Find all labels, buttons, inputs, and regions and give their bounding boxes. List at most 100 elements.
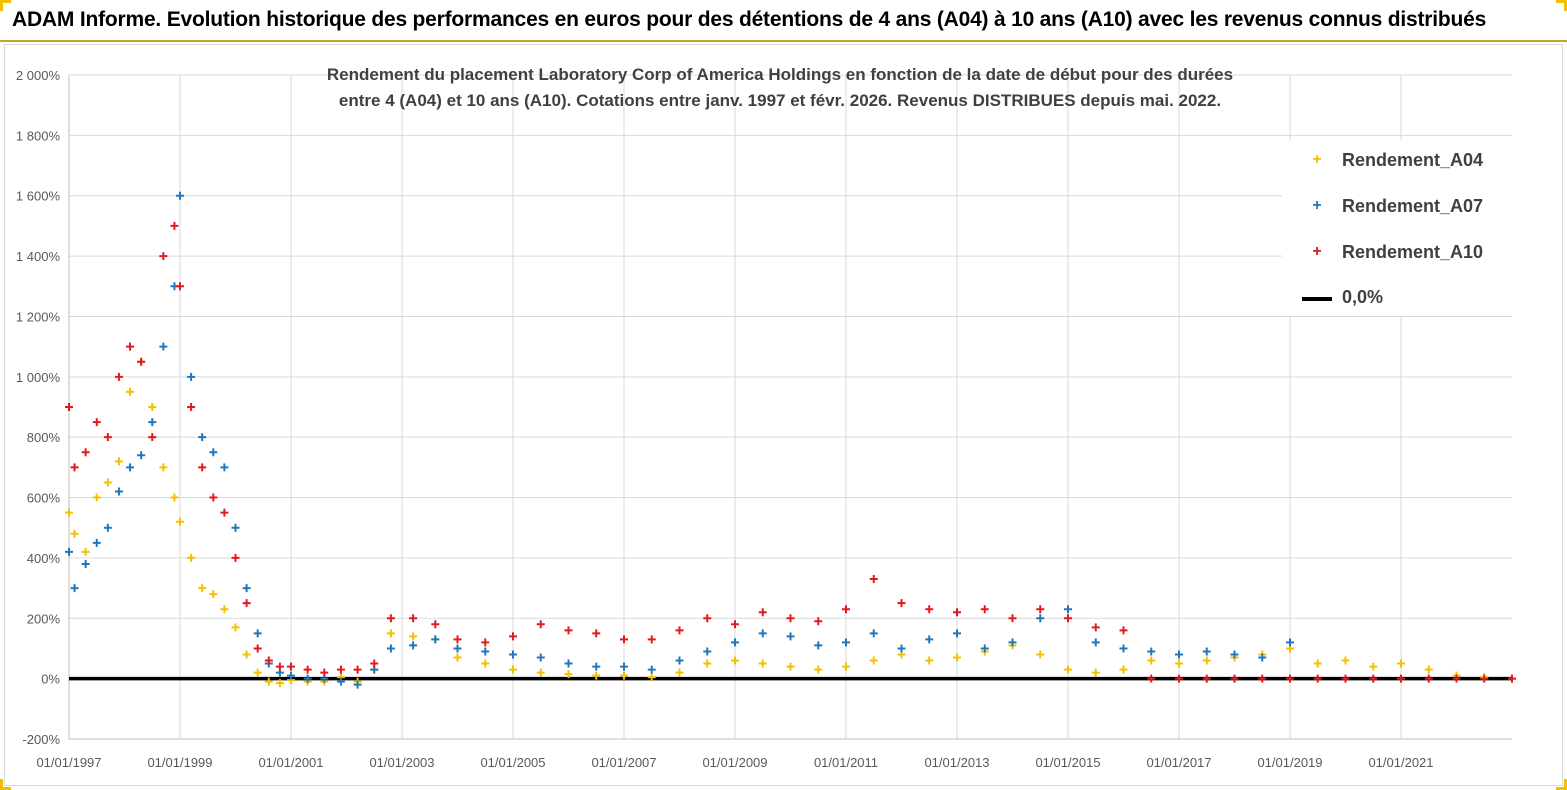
- data-point-rendement-a07: [386, 644, 395, 653]
- legend-item-a04: + Rendement_A04: [1302, 148, 1483, 172]
- data-point-rendement-a10: [675, 626, 684, 635]
- y-tick-label: 400%: [27, 551, 61, 566]
- data-point-rendement-a04: [1119, 665, 1128, 674]
- chart-title-line2: entre 4 (A04) et 10 ans (A10). Cotations…: [338, 91, 1222, 110]
- data-point-rendement-a10: [287, 662, 295, 671]
- data-point-rendement-a04: [731, 656, 739, 665]
- data-point-rendement-a10: [1202, 674, 1211, 683]
- legend: + Rendement_A04 + Rendement_A07 + Rendem…: [1282, 140, 1518, 316]
- data-point-rendement-a04: [103, 478, 112, 487]
- data-point-rendement-a10: [231, 553, 240, 562]
- data-point-rendement-a10: [126, 342, 135, 351]
- data-point-rendement-a04: [81, 547, 90, 556]
- data-point-rendement-a10: [1313, 674, 1322, 683]
- data-point-rendement-a04: [1341, 656, 1350, 665]
- legend-item-a10: + Rendement_A10: [1302, 240, 1483, 264]
- data-point-rendement-a04: [65, 508, 73, 517]
- data-point-rendement-a10: [70, 463, 79, 472]
- data-point-rendement-a04: [126, 387, 135, 396]
- data-point-rendement-a07: [65, 547, 73, 556]
- data-point-rendement-a04: [925, 656, 934, 665]
- data-point-rendement-a10: [409, 614, 418, 623]
- data-point-rendement-a10: [92, 418, 101, 427]
- data-point-rendement-a10: [198, 463, 207, 472]
- data-point-rendement-a04: [647, 673, 656, 682]
- data-point-rendement-a07: [336, 677, 345, 686]
- data-point-rendement-a07: [1091, 638, 1100, 647]
- chart-title-line1: Rendement du placement Laboratory Corp o…: [326, 65, 1234, 84]
- data-point-rendement-a07: [92, 538, 101, 547]
- data-point-rendement-a04: [275, 679, 284, 688]
- data-point-rendement-a04: [1064, 665, 1072, 674]
- data-point-rendement-a07: [409, 641, 418, 650]
- chart-title: Rendement du placement Laboratory Corp o…: [250, 62, 1310, 114]
- data-point-rendement-a07: [1286, 638, 1294, 647]
- data-point-rendement-a04: [170, 493, 179, 502]
- legend-marker-zero: [1302, 288, 1332, 306]
- data-point-rendement-a07: [620, 662, 628, 671]
- data-point-rendement-a04: [1424, 665, 1433, 674]
- x-tick-label: 01/01/2001: [258, 755, 323, 770]
- data-point-rendement-a07: [564, 659, 573, 668]
- data-point-rendement-a04: [1202, 656, 1211, 665]
- data-point-rendement-a04: [786, 662, 795, 671]
- data-point-rendement-a10: [1341, 674, 1350, 683]
- data-point-rendement-a04: [869, 656, 878, 665]
- data-point-rendement-a07: [103, 523, 112, 532]
- data-point-rendement-a04: [1175, 659, 1183, 668]
- data-point-rendement-a10: [65, 403, 73, 411]
- data-point-rendement-a04: [1091, 668, 1100, 677]
- data-point-rendement-a10: [1147, 674, 1156, 683]
- y-tick-label: 1 200%: [16, 309, 61, 324]
- data-point-rendement-a07: [814, 641, 823, 650]
- data-point-rendement-a04: [198, 584, 207, 593]
- data-point-rendement-a07: [1064, 605, 1072, 614]
- data-point-rendement-a04: [1397, 659, 1405, 668]
- data-point-rendement-a07: [925, 635, 934, 644]
- data-point-rendement-a10: [1452, 674, 1461, 683]
- data-point-rendement-a04: [209, 590, 218, 599]
- data-point-rendement-a10: [1369, 674, 1378, 683]
- y-tick-label: 1 000%: [16, 370, 61, 385]
- data-point-rendement-a10: [187, 403, 196, 411]
- data-point-rendement-a07: [303, 674, 312, 683]
- data-point-rendement-a07: [980, 644, 989, 653]
- data-point-rendement-a10: [148, 433, 157, 442]
- data-point-rendement-a10: [253, 644, 262, 653]
- data-point-rendement-a07: [431, 635, 440, 644]
- x-tick-label: 01/01/2017: [1146, 755, 1211, 770]
- legend-marker-a07: +: [1312, 197, 1322, 214]
- data-point-rendement-a10: [336, 665, 345, 674]
- data-point-rendement-a10: [1508, 674, 1516, 683]
- data-point-rendement-a04: [453, 653, 462, 662]
- data-point-rendement-a10: [1036, 605, 1045, 614]
- data-point-rendement-a04: [758, 659, 767, 668]
- x-tick-label: 01/01/2019: [1257, 755, 1322, 770]
- data-point-rendement-a10: [481, 638, 490, 647]
- data-point-rendement-a10: [897, 599, 906, 608]
- data-point-rendement-a07: [758, 629, 767, 638]
- data-point-rendement-a04: [148, 403, 157, 411]
- data-point-rendement-a10: [137, 357, 146, 366]
- x-tick-label: 01/01/2013: [924, 755, 989, 770]
- corner-mark: [1556, 0, 1567, 11]
- data-point-rendement-a10: [564, 626, 573, 635]
- data-point-rendement-a10: [953, 608, 961, 617]
- data-point-rendement-a10: [842, 605, 850, 614]
- legend-marker-a10: +: [1312, 243, 1322, 260]
- corner-mark: [0, 779, 11, 790]
- y-tick-label: 800%: [27, 430, 61, 445]
- banner: ADAM Informe. Evolution historique des p…: [0, 0, 1567, 42]
- data-point-rendement-a10: [647, 635, 656, 644]
- data-point-rendement-a10: [320, 668, 329, 677]
- data-point-rendement-a10: [1175, 674, 1183, 683]
- data-point-rendement-a07: [253, 629, 262, 638]
- data-point-rendement-a04: [264, 677, 273, 686]
- data-point-rendement-a10: [242, 599, 251, 608]
- data-point-rendement-a10: [536, 620, 545, 629]
- data-point-rendement-a07: [1258, 653, 1267, 662]
- data-point-rendement-a07: [126, 463, 135, 472]
- x-tick-label: 01/01/1999: [147, 755, 212, 770]
- data-point-rendement-a04: [620, 671, 628, 680]
